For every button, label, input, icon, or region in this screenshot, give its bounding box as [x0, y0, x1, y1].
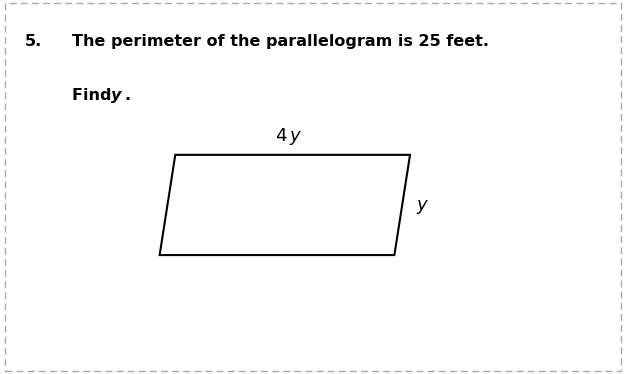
Text: The perimeter of the parallelogram is 25 feet.: The perimeter of the parallelogram is 25… [72, 34, 489, 49]
Text: y: y [111, 88, 122, 103]
Text: y: y [289, 128, 300, 145]
Text: 5.: 5. [25, 34, 43, 49]
Text: y: y [416, 196, 426, 214]
Text: 4: 4 [275, 128, 287, 145]
Text: Find: Find [72, 88, 117, 103]
Text: .: . [124, 88, 130, 103]
